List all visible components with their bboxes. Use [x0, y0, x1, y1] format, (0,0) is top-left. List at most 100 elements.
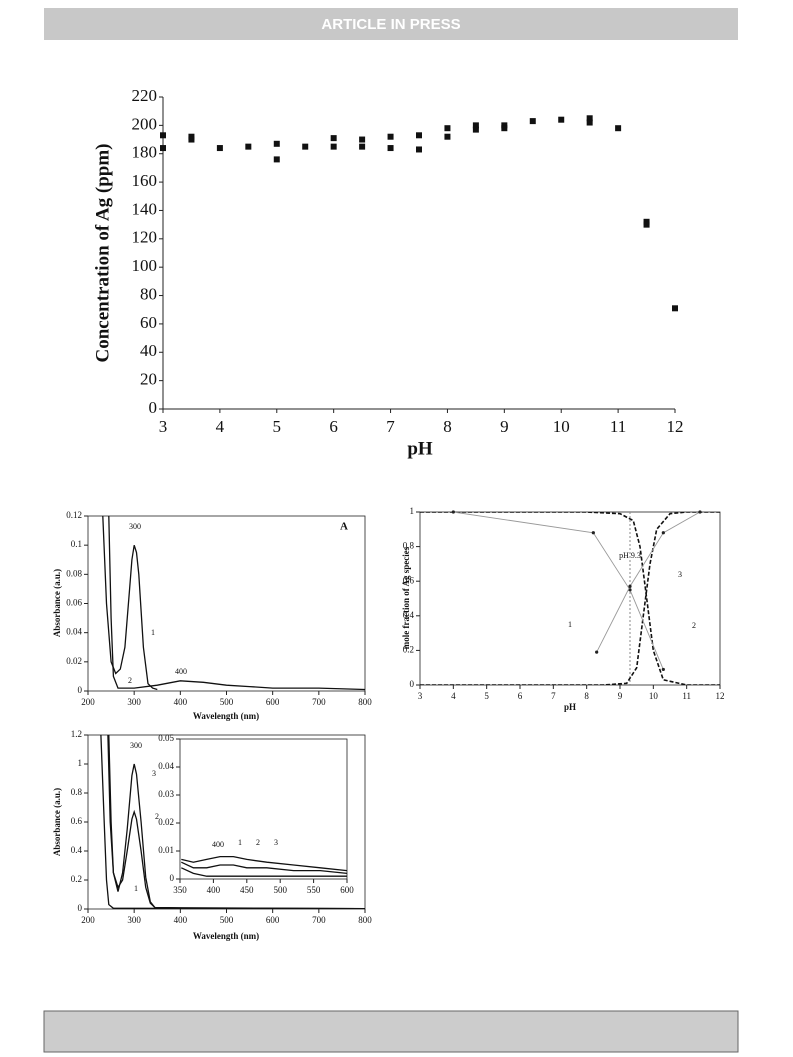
- x-tick-label: 200: [81, 697, 95, 707]
- series-line: [596, 512, 701, 653]
- y-tick-label: 0.02: [66, 656, 82, 666]
- point: [387, 145, 394, 152]
- x-tick-label: 800: [358, 915, 372, 925]
- x-tick-label: 10: [649, 691, 659, 701]
- series-line: [181, 855, 347, 872]
- point: [359, 143, 366, 150]
- point: [586, 119, 593, 126]
- y-tick-label: 0: [149, 398, 158, 417]
- y-tick-label: 220: [132, 86, 158, 105]
- point: [451, 510, 455, 514]
- y-tick-label: 200: [132, 114, 158, 133]
- y-tick-label: 0.8: [403, 541, 415, 551]
- y-tick-label: 0: [78, 903, 83, 913]
- y-tick-label: 0.4: [403, 610, 415, 620]
- point: [661, 531, 665, 535]
- series-line: [107, 735, 365, 909]
- x-tick-label: 3: [418, 691, 423, 701]
- x-tick-label: 450: [240, 885, 254, 895]
- y-tick-label: 100: [132, 256, 158, 275]
- point: [615, 125, 622, 132]
- point: [188, 136, 195, 143]
- y-tick-label: 0.6: [403, 575, 415, 585]
- annotation: 3: [678, 570, 682, 579]
- x-tick-label: 600: [266, 697, 280, 707]
- y-tick-label: 1: [410, 506, 415, 516]
- x-tick-label: 700: [312, 915, 326, 925]
- series-line: [420, 512, 720, 685]
- x-tick-label: 500: [220, 697, 234, 707]
- x-tick-label: 6: [518, 691, 523, 701]
- x-tick-label: 12: [716, 691, 725, 701]
- inset-background: [180, 739, 347, 879]
- point: [472, 126, 479, 133]
- y-tick-label: 0.08: [66, 568, 82, 578]
- annotation: 2: [128, 676, 132, 685]
- x-tick-label: 200: [81, 915, 95, 925]
- point: [643, 221, 650, 228]
- point: [595, 650, 599, 654]
- x-axis-label: pH: [407, 438, 433, 459]
- annotation: 400: [175, 667, 187, 676]
- series-line: [420, 512, 720, 685]
- annotation: 3: [274, 838, 278, 847]
- x-axis-label: Wavelength (nm): [193, 711, 259, 721]
- x-tick-label: 12: [667, 417, 684, 436]
- y-axis-label: Absorbance (a.u.): [52, 788, 62, 856]
- y-tick-label: 80: [140, 284, 157, 303]
- point: [628, 588, 632, 592]
- x-tick-label: 5: [484, 691, 489, 701]
- plot-frame: [419, 511, 721, 686]
- y-axis-label: Absorbance (a.u.): [52, 569, 62, 637]
- series-line: [100, 735, 365, 909]
- y-tick-label: 0.2: [71, 874, 82, 884]
- point: [661, 667, 665, 672]
- point: [330, 135, 337, 142]
- point: [359, 136, 366, 143]
- point: [586, 115, 593, 122]
- point: [558, 116, 565, 123]
- point: [444, 133, 451, 140]
- point: [216, 145, 223, 152]
- point: [387, 133, 394, 140]
- point: [245, 143, 252, 150]
- x-tick-label: 10: [553, 417, 570, 436]
- y-tick-label: 0.04: [66, 627, 82, 637]
- series-line: [181, 867, 347, 877]
- annotation: 2: [256, 838, 260, 847]
- y-tick-label: 40: [140, 341, 157, 360]
- x-tick-label: 300: [127, 915, 141, 925]
- annotation: 1: [151, 628, 155, 637]
- y-tick-label: 0.12: [66, 510, 82, 520]
- series-line: [181, 861, 347, 875]
- y-tick-label: 0: [410, 679, 415, 689]
- plot-frame: [87, 515, 366, 692]
- annotation: 3: [152, 769, 156, 778]
- point: [273, 156, 280, 163]
- panel-label: A: [340, 521, 348, 533]
- point: [501, 125, 508, 132]
- y-tick-label: 0: [78, 685, 83, 695]
- y-tick-label: 1.2: [71, 729, 82, 739]
- y-tick-label: 160: [132, 171, 158, 190]
- point: [273, 140, 280, 147]
- y-axis-label: mole fraction of Ag species: [401, 546, 411, 649]
- point: [529, 118, 536, 125]
- y-tick-label: 0: [170, 873, 175, 883]
- y-tick-label: 0.04: [158, 761, 174, 771]
- x-tick-label: 600: [340, 885, 354, 895]
- x-tick-label: 700: [312, 697, 326, 707]
- x-axis-label: pH: [564, 702, 576, 712]
- x-tick-label: 400: [174, 915, 188, 925]
- y-tick-label: 1: [78, 758, 83, 768]
- y-tick-label: 60: [140, 313, 157, 332]
- y-tick-label: 120: [132, 228, 158, 247]
- point: [444, 125, 451, 132]
- annotation: 1: [238, 838, 242, 847]
- x-tick-label: 11: [610, 417, 626, 436]
- x-tick-label: 4: [451, 691, 456, 701]
- x-tick-label: 7: [386, 417, 395, 436]
- x-tick-label: 7: [551, 691, 556, 701]
- x-tick-label: 500: [273, 885, 287, 895]
- x-tick-label: 9: [618, 691, 623, 701]
